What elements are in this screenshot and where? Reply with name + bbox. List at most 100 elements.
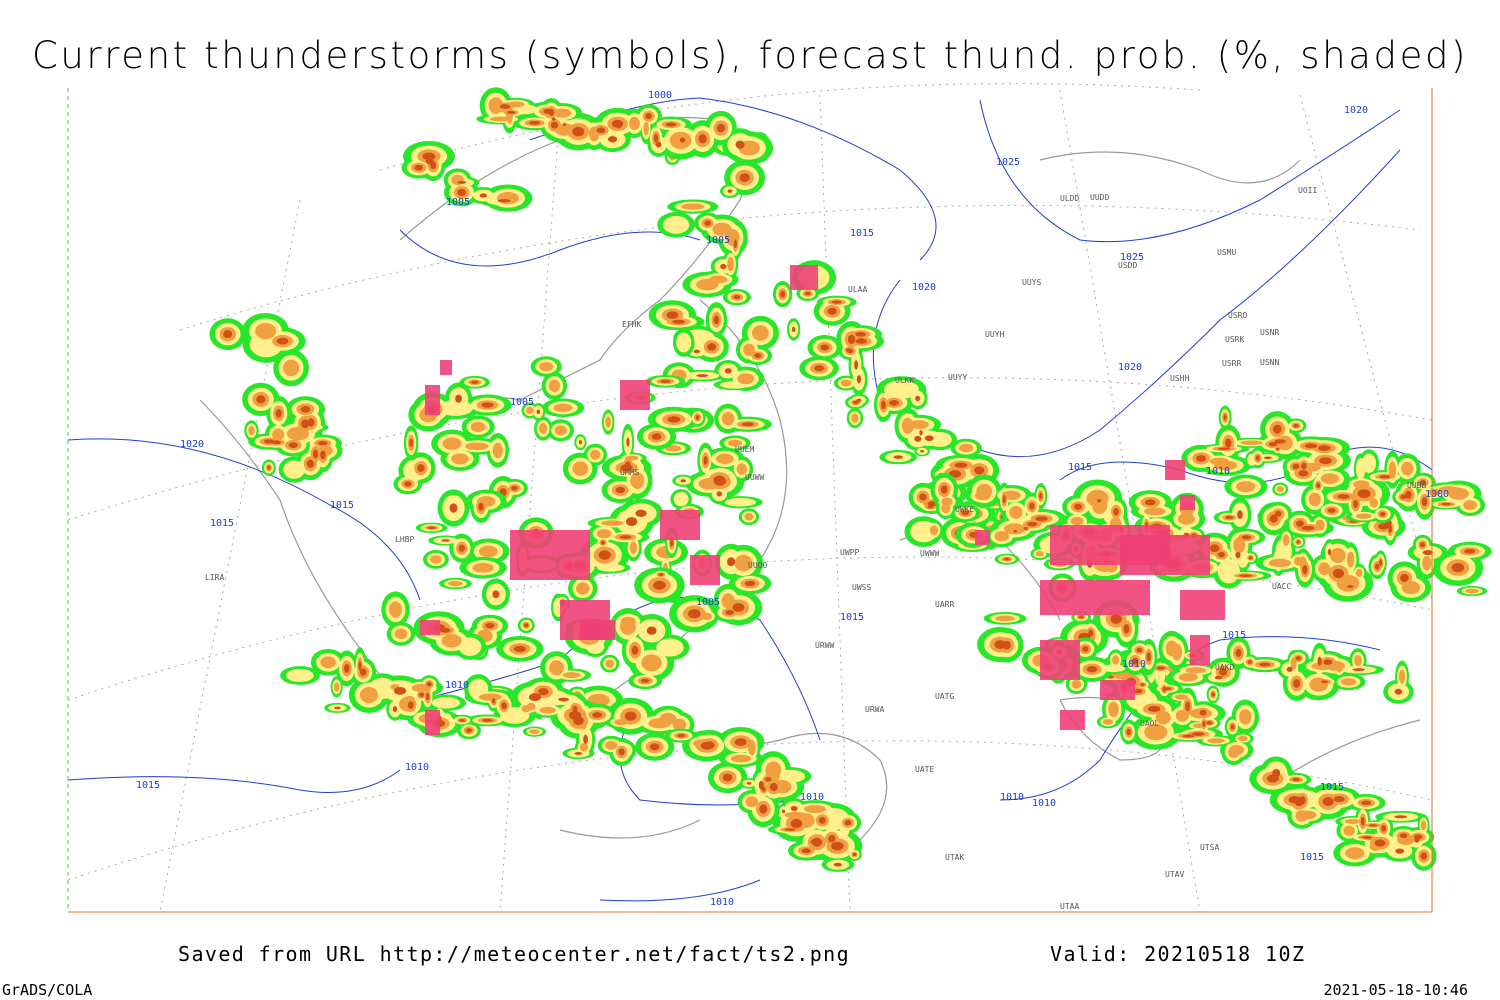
shade-blob <box>1113 507 1119 516</box>
shade-blob <box>665 122 677 127</box>
shade-blob <box>961 510 970 516</box>
isobar-label: 1015 <box>136 780 160 791</box>
shade-blob <box>713 475 726 484</box>
shade-blob <box>646 626 657 635</box>
shade-blob <box>1217 447 1231 451</box>
shade-blob <box>513 645 526 653</box>
shade-blob <box>1308 492 1321 507</box>
shade-blob <box>1165 640 1178 657</box>
station-label: URWA <box>865 705 884 714</box>
shade-blob <box>1448 487 1469 500</box>
shade-blob <box>549 660 564 676</box>
shade-blob <box>688 609 701 619</box>
shade-blob <box>1375 563 1380 570</box>
shade-blob <box>1185 701 1191 712</box>
shade-blob <box>1332 568 1344 579</box>
shade-blob <box>1361 800 1371 806</box>
shade-blob <box>833 862 842 867</box>
storm-symbol <box>1165 460 1185 480</box>
isobar-label: 1015 <box>850 228 874 239</box>
shade-blob <box>1362 453 1377 473</box>
shade-blob <box>1002 640 1011 650</box>
storm-symbol <box>1190 635 1210 665</box>
shade-blob <box>1414 837 1420 843</box>
station-label: UAOL <box>1140 719 1159 728</box>
shade-blob <box>1292 463 1300 470</box>
shade-blob <box>526 406 534 415</box>
shade-blob <box>526 702 536 711</box>
station-label: LIRA <box>205 573 224 582</box>
shade-blob <box>548 379 561 393</box>
shade-blob <box>615 486 625 494</box>
shade-blob <box>1292 777 1300 782</box>
shade-blob <box>1267 774 1279 783</box>
shade-blob <box>1336 574 1360 592</box>
shade-blob <box>1354 654 1362 667</box>
shade-blob <box>394 628 408 640</box>
shade-blob <box>427 526 436 530</box>
timestamp: 2021-05-18-10:46 <box>1324 981 1469 999</box>
shade-blob <box>568 710 582 720</box>
shade-blob <box>721 411 735 426</box>
storm-symbol <box>580 620 615 640</box>
shade-blob <box>286 426 310 441</box>
shade-blob <box>1237 735 1248 742</box>
shade-blob <box>1420 852 1427 860</box>
shade-blob <box>563 123 567 127</box>
shade-blob <box>735 140 745 149</box>
shade-blob <box>1343 825 1355 836</box>
shade-blob <box>641 654 662 672</box>
shade-blob <box>574 752 583 755</box>
shade-blob <box>1293 679 1301 688</box>
shade-blob <box>1329 547 1346 564</box>
shade-blob <box>730 754 752 763</box>
shade-blob <box>590 449 601 460</box>
shade-blob <box>283 460 305 479</box>
shade-blob <box>1274 439 1287 444</box>
shade-blob <box>994 531 1010 542</box>
shade-blob <box>839 825 850 837</box>
storm-symbol <box>1040 580 1150 615</box>
shade-blob <box>855 332 866 337</box>
shade-blob <box>1344 818 1361 824</box>
shade-blob <box>1295 656 1301 661</box>
shade-blob <box>1374 839 1386 847</box>
station-label: USHH <box>1170 374 1189 383</box>
shade-blob <box>620 618 636 635</box>
shade-blob <box>457 188 467 196</box>
shade-blob <box>539 361 554 372</box>
isobar-label: 1015 <box>1068 462 1092 473</box>
shade-blob <box>1295 810 1309 822</box>
station-label: USNR <box>1260 328 1279 337</box>
shade-blob <box>442 437 462 450</box>
shade-blob <box>1268 441 1278 447</box>
shade-blob <box>605 741 618 750</box>
shade-blob <box>1369 498 1378 508</box>
shade-blob <box>901 417 914 434</box>
shade-blob <box>1302 565 1308 575</box>
shade-blob <box>1299 796 1306 805</box>
shade-blob <box>727 439 742 447</box>
shade-blob <box>791 326 796 333</box>
shade-blob <box>481 402 494 408</box>
shade-blob <box>1228 746 1240 758</box>
station-label: UTSA <box>1200 843 1219 852</box>
shade-blob <box>1337 494 1350 499</box>
shade-blob <box>629 116 640 131</box>
shade-blob <box>468 678 489 700</box>
shade-blob <box>1276 486 1284 493</box>
shade-blob <box>1421 497 1428 507</box>
shade-blob <box>745 796 759 808</box>
shade-blob <box>1132 657 1139 665</box>
shade-blob <box>1144 724 1168 741</box>
shade-blob <box>716 491 723 497</box>
shade-blob <box>425 692 430 701</box>
shade-blob <box>672 718 687 731</box>
shade-blob <box>1029 502 1035 510</box>
shade-blob <box>1399 833 1408 839</box>
shade-blob <box>1162 686 1167 692</box>
valid-time: Valid: 20210518 10Z <box>1050 942 1305 966</box>
shade-blob <box>853 400 859 405</box>
shade-blob <box>1230 724 1235 730</box>
shade-blob <box>1263 456 1272 460</box>
